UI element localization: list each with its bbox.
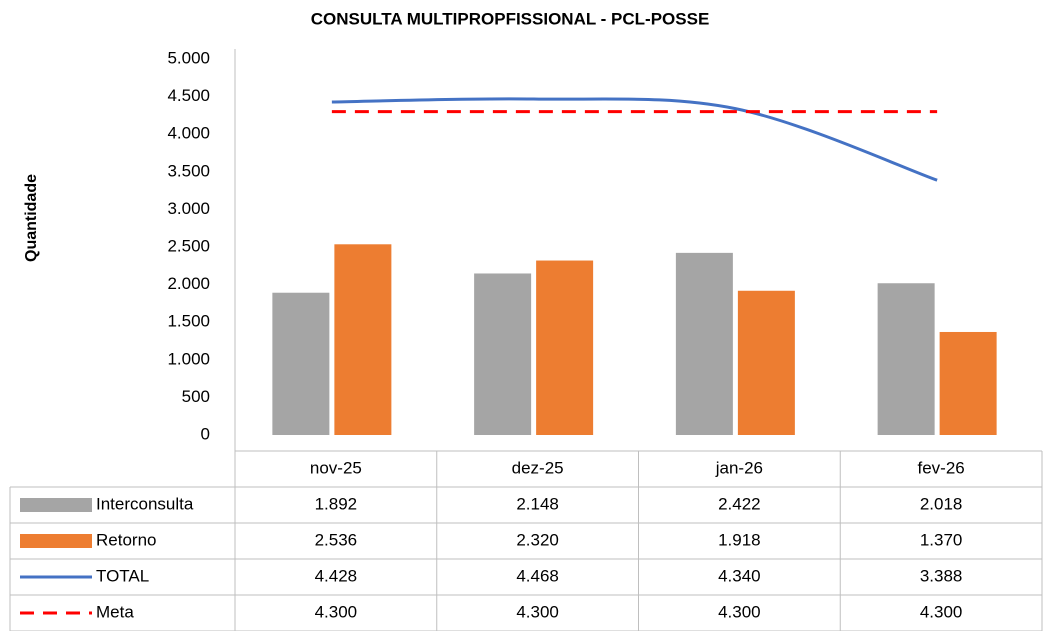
table-value: 2.018 <box>920 494 963 513</box>
table-value: 4.300 <box>718 602 761 621</box>
y-tick-label: 0 <box>201 424 210 443</box>
table-value: 2.320 <box>516 530 559 549</box>
table-value: 2.422 <box>718 494 761 513</box>
table-value: 2.536 <box>315 530 358 549</box>
legend-label: Meta <box>96 602 134 621</box>
bar <box>536 260 594 435</box>
legend-label: Retorno <box>96 530 156 549</box>
y-tick-label: 500 <box>182 387 210 406</box>
table-value: 1.370 <box>920 530 963 549</box>
y-tick-label: 3.000 <box>167 199 210 218</box>
table-value: 1.892 <box>315 494 358 513</box>
table-value: 4.300 <box>315 602 358 621</box>
table-value: 4.300 <box>516 602 559 621</box>
bar <box>272 292 330 435</box>
legend-swatch <box>20 534 92 548</box>
y-tick-label: 1.000 <box>167 349 210 368</box>
y-tick-label: 2.000 <box>167 274 210 293</box>
x-tick-label: jan-26 <box>715 458 763 477</box>
bar <box>877 283 935 435</box>
y-tick-label: 4.000 <box>167 124 210 143</box>
table-value: 2.148 <box>516 494 559 513</box>
table-value: 4.340 <box>718 566 761 585</box>
table-value: 4.468 <box>516 566 559 585</box>
bar <box>675 252 733 435</box>
y-axis-label: Quantidade <box>23 174 40 262</box>
legend-label: Interconsulta <box>96 494 194 513</box>
x-tick-label: dez-25 <box>512 458 564 477</box>
x-tick-label: fev-26 <box>918 458 965 477</box>
y-tick-label: 4.500 <box>167 86 210 105</box>
line <box>331 97 938 182</box>
bar <box>474 273 532 435</box>
table-value: 3.388 <box>920 566 963 585</box>
chart-title: CONSULTA MULTIPROPFISSIONAL - PCL-POSSE <box>311 9 710 28</box>
table-value: 1.918 <box>718 530 761 549</box>
bar <box>334 244 392 435</box>
legend-label: TOTAL <box>96 566 149 585</box>
y-tick-label: 5.000 <box>167 48 210 67</box>
y-tick-label: 2.500 <box>167 236 210 255</box>
legend-swatch <box>20 498 92 512</box>
y-tick-label: 3.500 <box>167 161 210 180</box>
x-tick-label: nov-25 <box>310 458 362 477</box>
table-value: 4.300 <box>920 602 963 621</box>
y-tick-label: 1.500 <box>167 312 210 331</box>
bar <box>737 290 795 435</box>
table-value: 4.428 <box>315 566 358 585</box>
bar <box>939 331 997 435</box>
